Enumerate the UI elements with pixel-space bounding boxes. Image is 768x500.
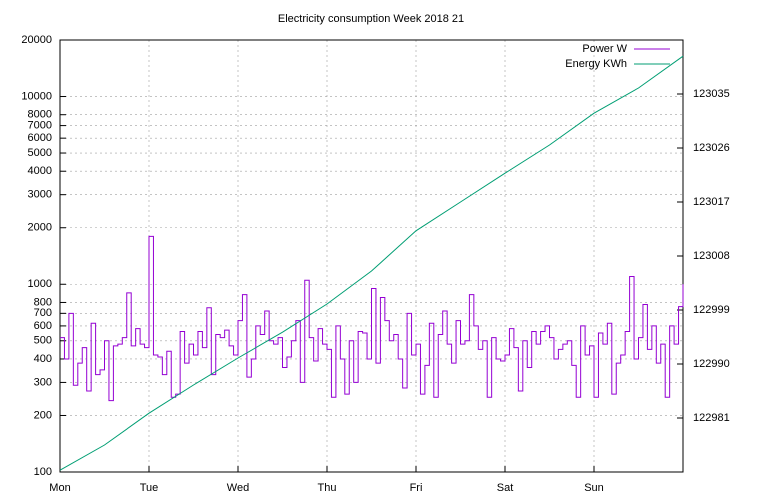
y-tick-label: 20000	[21, 34, 52, 46]
plot-frame	[59, 39, 684, 473]
x-tick-label: Sun	[584, 482, 604, 494]
y-tick-label: 200	[34, 409, 52, 421]
y-tick-label: 100	[34, 466, 52, 478]
x-tick-label: Fri	[410, 482, 423, 494]
series-line	[59, 55, 684, 471]
x-tick-label: Mon	[49, 482, 70, 494]
y-tick-label: 1000	[28, 278, 52, 290]
y-tick-label: 6000	[28, 132, 52, 144]
y-tick-label: 7000	[28, 120, 52, 132]
y-tick-label: 300	[34, 376, 52, 388]
y2-tick-label: 123035	[693, 88, 730, 100]
y2-tick-label: 122999	[693, 304, 730, 316]
y2-tick-label: 122990	[693, 358, 730, 370]
y2-tick-label: 123017	[693, 196, 730, 208]
x-tick-label: Wed	[227, 482, 249, 494]
y-tick-label: 3000	[28, 189, 52, 201]
series-line	[60, 235, 684, 402]
y2-tick-label: 123008	[693, 250, 730, 262]
x-tick-label: Thu	[318, 482, 337, 494]
y2-tick-label: 123026	[693, 142, 730, 154]
y-tick-label: 10000	[21, 90, 52, 102]
y2-tick-label: 122981	[693, 412, 730, 424]
y-tick-label: 400	[34, 353, 52, 365]
y-tick-label: 700	[34, 307, 52, 319]
y-tick-label: 600	[34, 320, 52, 332]
y-tick-label: 4000	[28, 165, 52, 177]
y-tick-label: 500	[34, 335, 52, 347]
legend-label: Power W	[582, 43, 627, 55]
chart-title: Electricity consumption Week 2018 21	[278, 13, 464, 25]
y-tick-label: 800	[34, 296, 52, 308]
y-tick-label: 2000	[28, 222, 52, 234]
x-tick-label: Tue	[140, 482, 159, 494]
x-tick-label: Sat	[497, 482, 514, 494]
legend-label: Energy KWh	[565, 58, 627, 70]
y-tick-label: 8000	[28, 109, 52, 121]
y-tick-label: 5000	[28, 147, 52, 159]
